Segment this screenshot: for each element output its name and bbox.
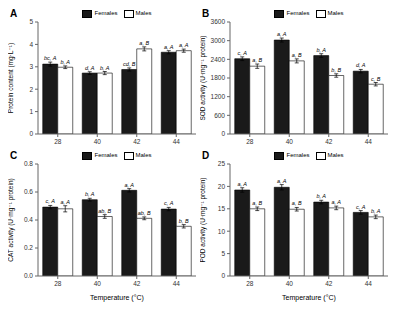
svg-text:a, A: a, A: [164, 44, 174, 50]
svg-text:d, A: d, A: [85, 65, 95, 71]
svg-text:Temperature (°C): Temperature (°C): [282, 294, 336, 302]
html-text:A: A: [10, 8, 18, 19]
svg-text:40: 40: [94, 138, 102, 145]
svg-text:a, A: a, A: [331, 199, 341, 205]
svg-text:a, B: a, B: [252, 57, 262, 63]
svg-text:40: 40: [286, 138, 294, 145]
svg-text:3000: 3000: [211, 37, 226, 44]
svg-text:44: 44: [365, 280, 373, 287]
svg-text:SOD activity (U·mg⁻¹ protein): SOD activity (U·mg⁻¹ protein): [200, 35, 207, 120]
svg-text:a, B: a, B: [292, 52, 302, 58]
svg-text:POD activity (U·mg⁻¹ protein): POD activity (U·mg⁻¹ protein): [200, 177, 207, 262]
svg-text:a, A: a, A: [277, 31, 287, 37]
svg-text:a, B: a, B: [139, 40, 149, 46]
svg-text:0.2: 0.2: [24, 244, 33, 251]
svg-text:c, A: c, A: [356, 204, 366, 210]
svg-text:1800: 1800: [211, 74, 226, 81]
svg-text:b, A: b, A: [371, 208, 381, 214]
svg-text:0.0: 0.0: [24, 272, 33, 279]
svg-text:c, A: c, A: [238, 50, 248, 56]
svg-text:a, A: a, A: [237, 181, 247, 187]
svg-text:2400: 2400: [211, 56, 226, 63]
svg-text:ab, B: ab, B: [98, 208, 111, 214]
html-text:Males: Males: [135, 10, 152, 16]
svg-text:cd, B: cd, B: [123, 61, 136, 67]
svg-text:0.6: 0.6: [24, 188, 33, 195]
svg-text:b, A: b, A: [316, 47, 326, 53]
svg-text:5: 5: [221, 250, 225, 257]
svg-text:0: 0: [221, 130, 225, 137]
svg-text:44: 44: [365, 138, 373, 145]
svg-text:0.8: 0.8: [24, 160, 33, 167]
svg-text:42: 42: [325, 138, 333, 145]
svg-text:bc, A: bc, A: [44, 55, 57, 61]
svg-text:Protein content (mg·L⁻¹): Protein content (mg·L⁻¹): [8, 43, 15, 113]
svg-text:3: 3: [29, 63, 33, 70]
html-text:Females: Females: [94, 10, 118, 16]
svg-text:a, A: a, A: [60, 199, 70, 205]
svg-text:1200: 1200: [211, 93, 226, 100]
svg-text:1: 1: [29, 108, 33, 115]
html-text:C: C: [10, 150, 18, 161]
svg-text:b, B: b, B: [331, 67, 341, 73]
html-text:Males: Males: [327, 152, 344, 158]
svg-text:b, A: b, A: [316, 193, 326, 199]
svg-text:44: 44: [173, 138, 181, 145]
html-text:D: D: [202, 150, 210, 161]
svg-text:28: 28: [54, 138, 62, 145]
svg-text:44: 44: [173, 280, 181, 287]
html-text:Females: Females: [286, 152, 310, 158]
svg-text:0: 0: [29, 130, 33, 137]
svg-text:a, A: a, A: [179, 42, 189, 48]
svg-text:0: 0: [221, 272, 225, 279]
html-text:Females: Females: [94, 152, 118, 158]
html-text:Males: Males: [327, 10, 344, 16]
svg-text:c, A: c, A: [46, 198, 56, 204]
svg-text:28: 28: [246, 138, 254, 145]
svg-text:25: 25: [218, 160, 226, 167]
svg-text:d, A: d, A: [356, 62, 366, 68]
html-text:Females: Females: [286, 10, 310, 16]
svg-text:a, A: a, A: [124, 182, 134, 188]
svg-text:40: 40: [286, 280, 294, 287]
svg-text:42: 42: [133, 138, 141, 145]
svg-text:42: 42: [325, 280, 333, 287]
svg-text:10: 10: [218, 228, 226, 235]
svg-text:a, B: a, B: [292, 200, 302, 206]
svg-text:3600: 3600: [211, 18, 226, 25]
svg-text:600: 600: [214, 112, 225, 119]
svg-text:4: 4: [29, 41, 33, 48]
svg-text:0.4: 0.4: [24, 216, 33, 223]
svg-text:c, A: c, A: [164, 200, 174, 206]
svg-text:b, B: b, B: [179, 218, 189, 224]
svg-text:Temperature (°C): Temperature (°C): [90, 294, 144, 302]
svg-text:42: 42: [133, 280, 141, 287]
svg-text:15: 15: [218, 205, 226, 212]
svg-text:CAT activity (U·mg⁻¹ protein): CAT activity (U·mg⁻¹ protein): [8, 178, 15, 261]
svg-text:b, A: b, A: [60, 59, 70, 65]
svg-text:2: 2: [29, 86, 33, 93]
svg-text:28: 28: [246, 280, 254, 287]
svg-text:b, A: b, A: [100, 65, 110, 71]
html-text:B: B: [202, 8, 210, 19]
svg-text:a, B: a, B: [252, 200, 262, 206]
svg-text:5: 5: [29, 18, 33, 25]
svg-text:40: 40: [94, 280, 102, 287]
svg-text:ab, B: ab, B: [138, 210, 151, 216]
svg-text:b, A: b, A: [85, 191, 95, 197]
svg-text:c, B: c, B: [371, 76, 381, 82]
svg-text:a, A: a, A: [277, 178, 287, 184]
html-text:Males: Males: [135, 152, 152, 158]
svg-text:28: 28: [54, 280, 62, 287]
svg-text:20: 20: [218, 183, 226, 190]
